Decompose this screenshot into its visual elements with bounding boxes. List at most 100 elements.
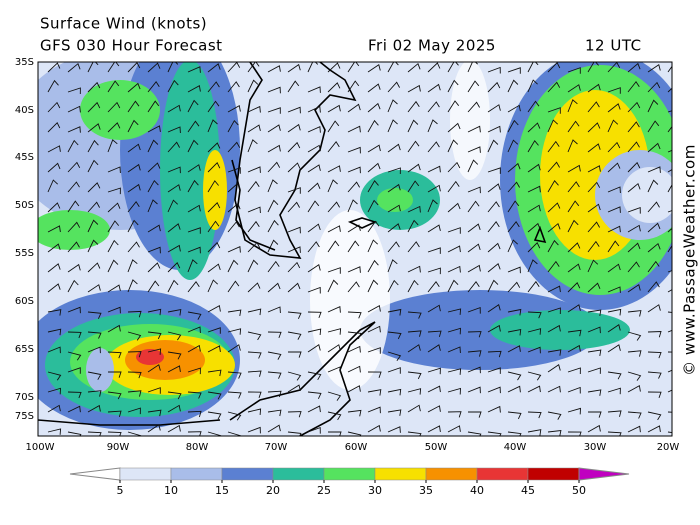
wind-barb (627, 101, 641, 113)
wind-barb (507, 221, 520, 233)
wind-barb (567, 200, 580, 213)
wind-barb (447, 368, 462, 375)
wind-barb (247, 426, 261, 434)
wind-barb (107, 324, 121, 333)
wind-barb (547, 411, 562, 420)
wind-barb (507, 266, 521, 274)
wind-barb (607, 240, 620, 253)
wind-barb (427, 330, 442, 338)
wind-barb (227, 105, 241, 113)
wind-barb (287, 261, 301, 273)
wind-barb (287, 384, 301, 393)
wind-barb (187, 311, 202, 320)
wind-barb (167, 166, 181, 174)
wind-barb (447, 245, 461, 253)
wind-barb (147, 224, 161, 233)
wind-barb (207, 327, 221, 334)
wind-barb (267, 351, 282, 360)
wind-barb (47, 62, 61, 73)
wind-barb (547, 429, 562, 436)
wind-barb (607, 119, 619, 133)
wind-barb (587, 424, 601, 433)
wind-barb (407, 371, 422, 380)
wind-barb (147, 100, 160, 113)
wind-barb (527, 411, 542, 419)
wind-barb (307, 62, 319, 73)
lat-label: 55S (15, 248, 34, 259)
wind-barb (87, 81, 101, 93)
wind-barb (287, 63, 301, 73)
wind-barb (347, 166, 361, 174)
wind-barb (507, 200, 520, 213)
wind-barb (607, 87, 621, 94)
wind-barb (647, 371, 662, 379)
wind-barb (67, 62, 81, 73)
colorbar-label: 15 (215, 484, 229, 497)
lon-label: 40W (504, 442, 527, 453)
wind-barb (487, 66, 501, 74)
lat-label: 35S (15, 57, 34, 68)
wind-barb (647, 201, 660, 213)
wind-barb (407, 140, 420, 153)
wind-barb (567, 304, 581, 313)
wind-barb (207, 100, 220, 113)
wind-barb (147, 364, 161, 373)
wind-barb (567, 242, 581, 253)
wind-barb (67, 351, 82, 361)
wind-barb (307, 391, 322, 399)
wind-barb (527, 311, 542, 319)
wind-barb (127, 331, 142, 341)
wind-barb (307, 182, 321, 193)
wind-barb (467, 62, 479, 73)
wind-barb (467, 146, 481, 153)
wind-barb (607, 206, 621, 213)
wind-barb (207, 411, 222, 420)
wind-barb (487, 263, 501, 273)
wind-barb (367, 347, 381, 354)
wind-barb (47, 225, 61, 233)
wind-barb (327, 165, 341, 173)
wind-barb (587, 367, 601, 374)
wind-barb (387, 241, 400, 253)
wind-barb (167, 223, 181, 233)
wind-barb (627, 141, 640, 153)
wind-barb (247, 259, 259, 273)
wind-barb (367, 279, 379, 293)
wind-barb (147, 409, 162, 417)
wind-barb (187, 281, 200, 293)
wind-barb (307, 126, 321, 133)
wind-barb (267, 390, 282, 398)
wind-barb (427, 367, 441, 375)
wind-barb (367, 180, 379, 193)
wind-barb (587, 389, 602, 396)
wind-barb (587, 62, 599, 73)
wind-barb (187, 410, 202, 418)
wind-barb (467, 223, 481, 233)
wind-barb (267, 199, 279, 213)
wind-barb (427, 267, 441, 275)
coastline (38, 62, 547, 436)
wind-barb (67, 263, 81, 273)
wind-barb (487, 279, 499, 293)
wind-barb (487, 167, 501, 174)
wind-barb (627, 283, 641, 293)
wind-barb (647, 242, 661, 253)
wind-barb (367, 63, 381, 73)
wind-barb (67, 331, 82, 339)
wind-barb (367, 199, 379, 213)
wind-barb (187, 66, 201, 73)
wind-barb (647, 222, 661, 233)
wind-barb (647, 304, 661, 313)
wind-barb (307, 223, 321, 233)
wind-barb (607, 103, 621, 113)
wind-barb (387, 351, 402, 361)
wind-barb (547, 202, 561, 213)
wind-barb (647, 179, 659, 193)
forecast: GFS 030 Hour Forecast (40, 37, 223, 55)
wind-barb (87, 404, 101, 413)
wind-barb (367, 119, 379, 133)
wind-barb (287, 201, 300, 213)
wind-barb (547, 324, 561, 333)
wind-barb (227, 371, 242, 379)
